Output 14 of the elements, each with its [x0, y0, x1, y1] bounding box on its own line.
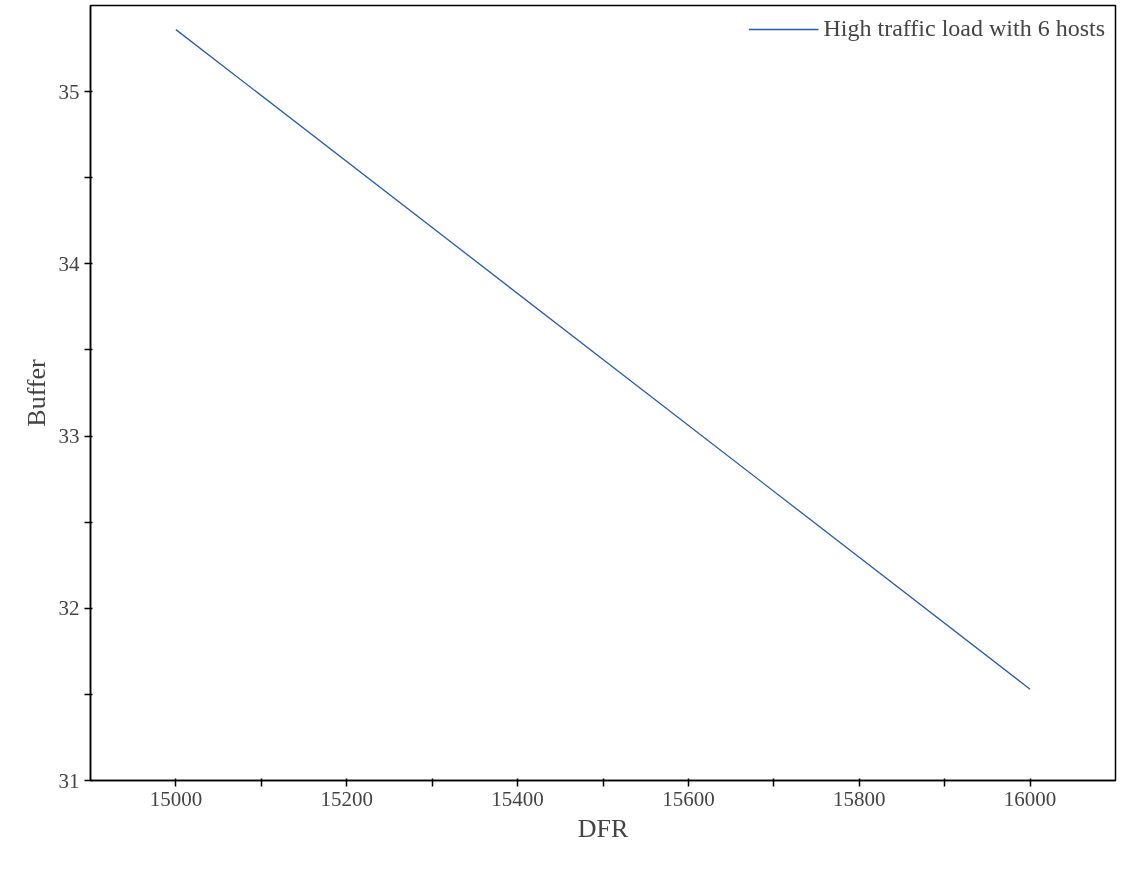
y-axis-title: Buffer	[21, 358, 51, 427]
x-tick-label: 15200	[320, 786, 373, 811]
y-tick-label: 31	[58, 768, 80, 793]
y-tick-label: 32	[58, 596, 80, 621]
x-tick-label: 15400	[491, 786, 544, 811]
x-tick-label: 15800	[833, 786, 886, 811]
x-tick-label: 15000	[149, 786, 203, 811]
x-tick-label: 16000	[1003, 786, 1057, 811]
y-tick-label: 33	[58, 424, 80, 449]
y-tick-label: 34	[58, 251, 80, 276]
legend-label: High traffic load with 6 hosts	[823, 15, 1105, 42]
y-tick-label: 35	[58, 79, 80, 104]
x-axis-title: DFR	[577, 813, 629, 843]
x-tick-label: 15600	[662, 786, 715, 811]
